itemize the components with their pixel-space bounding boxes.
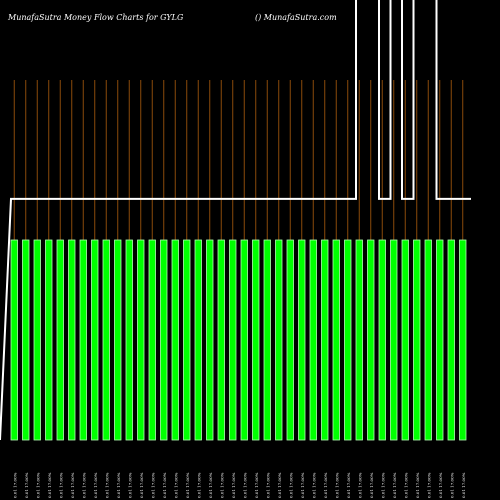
x-tick-label: 0.01 17.00% [196, 472, 201, 498]
bar [436, 239, 444, 441]
x-tick-label: 0.01 17.00% [426, 472, 431, 498]
x-tick-label: 0.01 17.00% [415, 472, 420, 498]
bar [252, 239, 260, 441]
x-tick-label: 0.01 17.00% [93, 472, 98, 498]
bar [344, 239, 352, 441]
bar [194, 239, 202, 441]
bar-series [10, 239, 467, 441]
x-tick-label: 0.01 17.00% [334, 472, 339, 498]
bar [22, 239, 30, 441]
x-tick-label: 0.01 17.00% [231, 472, 236, 498]
bar [217, 239, 225, 441]
bar [459, 239, 467, 441]
bar [56, 239, 64, 441]
bar [263, 239, 271, 441]
bar [240, 239, 248, 441]
x-tick-label: 0.01 17.00% [392, 472, 397, 498]
bar [114, 239, 122, 441]
bar [424, 239, 432, 441]
bar [413, 239, 421, 441]
money-flow-line [0, 0, 471, 441]
x-tick-label: 0.01 17.00% [58, 472, 63, 498]
x-tick-label: 0.01 17.00% [369, 472, 374, 498]
watermark-text: () MunafaSutra.com [255, 13, 337, 22]
bar [33, 239, 41, 441]
x-tick-label: 0.01 17.00% [185, 472, 190, 498]
x-tick-label: 0.01 17.00% [449, 472, 454, 498]
bar [79, 239, 87, 441]
x-tick-label: 0.01 17.00% [346, 472, 351, 498]
x-tick-label: 0.01 17.00% [242, 472, 247, 498]
x-tick-label: 0.01 17.00% [104, 472, 109, 498]
line-series [0, 0, 471, 441]
bar [298, 239, 306, 441]
x-axis-tick-labels: 0.01 17.00% 0.01 17.00% 0.01 17.00% 0.01 17… [12, 472, 466, 498]
bar [160, 239, 168, 441]
x-tick-label: 0.01 17.00% [300, 472, 305, 498]
x-tick-label: 0.01 17.00% [265, 472, 270, 498]
chart-title: MunafaSutra Money Flow Charts for GYLG [7, 13, 184, 22]
x-tick-label: 0.01 17.00% [323, 472, 328, 498]
bar [229, 239, 237, 441]
bar [125, 239, 133, 441]
x-tick-label: 0.01 17.00% [150, 472, 155, 498]
x-tick-label: 0.01 17.00% [403, 472, 408, 498]
x-tick-label: 0.01 17.00% [24, 472, 29, 498]
bar [102, 239, 110, 441]
bar [91, 239, 99, 441]
x-tick-label: 0.01 17.00% [219, 472, 224, 498]
bar [286, 239, 294, 441]
bar [148, 239, 156, 441]
bar [309, 239, 317, 441]
bar [171, 239, 179, 441]
bar [401, 239, 409, 441]
x-tick-label: 0.01 17.00% [438, 472, 443, 498]
x-tick-label: 0.01 17.00% [311, 472, 316, 498]
x-tick-label: 0.01 17.00% [127, 472, 132, 498]
x-tick-label: 0.01 17.00% [357, 472, 362, 498]
x-tick-label: 0.01 17.00% [162, 472, 167, 498]
bar [206, 239, 214, 441]
bar [275, 239, 283, 441]
x-tick-label: 0.01 17.00% [461, 472, 466, 498]
x-tick-label: 0.01 17.00% [380, 472, 385, 498]
x-tick-label: 0.01 17.00% [208, 472, 213, 498]
bar [183, 239, 191, 441]
x-tick-label: 0.01 17.00% [139, 472, 144, 498]
x-tick-label: 0.01 17.00% [116, 472, 121, 498]
bar [390, 239, 398, 441]
x-tick-label: 0.01 17.00% [277, 472, 282, 498]
bar [10, 239, 18, 441]
x-tick-label: 0.01 17.00% [12, 472, 17, 498]
bar [45, 239, 53, 441]
x-tick-label: 0.01 17.00% [35, 472, 40, 498]
bar [447, 239, 455, 441]
x-tick-label: 0.01 17.00% [70, 472, 75, 498]
x-tick-label: 0.01 17.00% [47, 472, 52, 498]
x-tick-label: 0.01 17.00% [254, 472, 259, 498]
x-tick-label: 0.01 17.00% [173, 472, 178, 498]
bar [378, 239, 386, 441]
bar [355, 239, 363, 441]
bar [321, 239, 329, 441]
bar [68, 239, 76, 441]
bar [367, 239, 375, 441]
bar [137, 239, 145, 441]
x-tick-label: 0.01 17.00% [288, 472, 293, 498]
x-tick-label: 0.01 17.00% [81, 472, 86, 498]
bar [332, 239, 340, 441]
